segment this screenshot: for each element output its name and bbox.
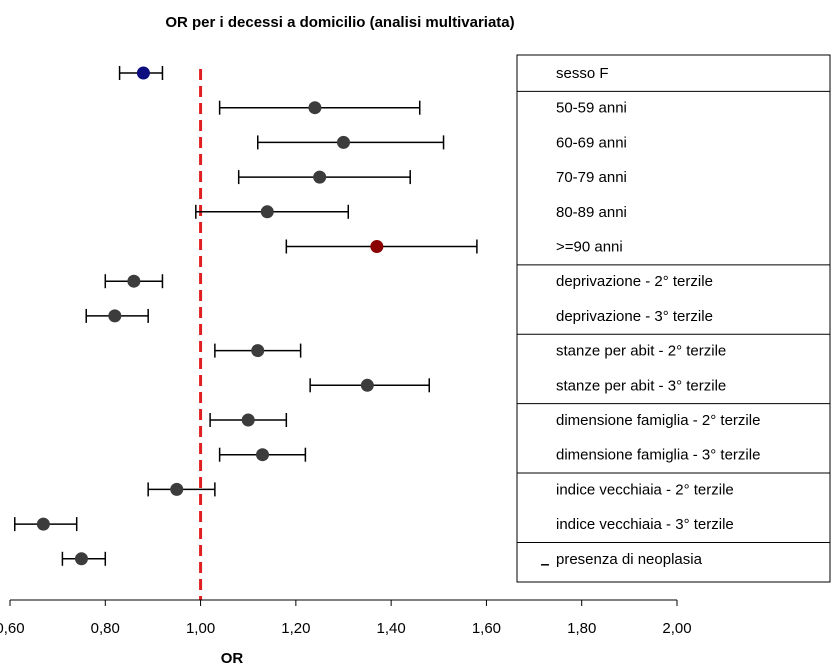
or-point (136, 66, 150, 80)
x-axis-title: OR (221, 650, 244, 666)
legend-frame (516, 54, 831, 583)
legend-label: dimensione famiglia - 2° terzile (556, 412, 760, 429)
legend-label: sesso F (556, 65, 609, 82)
forest-row (285, 239, 478, 254)
legend-label: stanze per abit - 2° terzile (556, 343, 726, 360)
legend-label: 80-89 anni (556, 204, 627, 221)
x-tick-label: 1,20 (281, 620, 310, 637)
x-tick-label: 0,80 (91, 620, 120, 637)
forest-row (85, 308, 149, 323)
forest-row (209, 413, 288, 427)
or-point (370, 240, 384, 253)
legend-label: indice vecchiaia - 2° terzile (556, 481, 734, 498)
forest-row (195, 204, 350, 219)
legend-label: 70-79 anni (556, 169, 627, 186)
x-tick-label: 1,60 (472, 620, 501, 637)
legend-label: >=90 anni (556, 239, 623, 256)
or-point (308, 101, 322, 115)
forest-row (118, 66, 164, 80)
or-point (108, 309, 122, 323)
or-point (360, 378, 374, 392)
or-point (74, 552, 88, 566)
or-point (251, 344, 265, 358)
x-tick-label: 1,00 (186, 620, 215, 637)
or-point (260, 205, 274, 219)
chart-title: OR per i decessi a domicilio (analisi mu… (165, 14, 514, 31)
or-point (127, 274, 141, 288)
forest-row (309, 378, 431, 393)
legend-label: deprivazione - 2° terzile (556, 273, 713, 290)
or-point (241, 413, 255, 427)
legend-label: stanze per abit - 3° terzile (556, 377, 726, 394)
x-tick-label: 1,80 (567, 620, 596, 637)
x-tick-label: 1,40 (377, 620, 406, 637)
forest-row (104, 274, 164, 289)
x-axis: 0,60 0,80 1,00 1,20 1,40 1,60 1,80 2,00 (0, 599, 692, 637)
forest-row (214, 343, 302, 358)
or-point (36, 517, 50, 531)
legend-label: 50-59 anni (556, 100, 627, 117)
forest-row (218, 447, 307, 462)
legend-label: 60-69 anni (556, 134, 627, 151)
or-point (337, 135, 350, 149)
forest-row (237, 170, 411, 185)
forest-row (218, 100, 421, 115)
forest-row (61, 551, 107, 566)
legend: sesso F 50-59 anni 60-69 anni 70-79 anni 80-… (516, 54, 831, 583)
legend-label: indice vecchiaia - 3° terzile (556, 516, 734, 533)
forest-row (14, 517, 78, 532)
forest-row (256, 135, 445, 150)
forest-row (147, 482, 216, 497)
legend-label: presenza di neoplasia (556, 551, 703, 568)
legend-label: deprivazione - 3° terzile (556, 308, 713, 325)
plot-area (14, 66, 478, 566)
x-tick-label: 2,00 (662, 620, 691, 637)
or-point (313, 170, 327, 184)
legend-label: dimensione famiglia - 3° terzile (556, 447, 760, 464)
x-tick-label: 0,60 (0, 620, 25, 637)
or-point (170, 482, 184, 496)
or-point (256, 448, 270, 462)
